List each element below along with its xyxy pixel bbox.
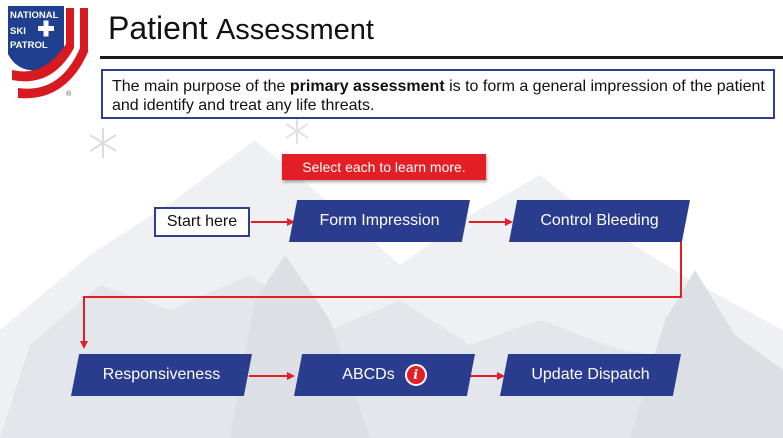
instruction-text: Select each to learn more. — [302, 159, 466, 175]
control-bleeding-button[interactable]: Control Bleeding — [509, 200, 690, 242]
info-icon[interactable]: i — [404, 364, 427, 386]
step-shape — [289, 200, 470, 242]
title-part1: Patient — [108, 10, 208, 46]
abcds-label: ABCDs — [342, 366, 395, 383]
responsiveness-button[interactable]: Responsiveness — [71, 354, 252, 396]
snowflake-icon — [89, 128, 117, 158]
purpose-statement: The main purpose of the primary assessme… — [101, 69, 775, 119]
snowflake-icon — [285, 118, 309, 144]
start-here-label: Start here — [166, 213, 238, 230]
responsiveness-label: Responsiveness — [102, 366, 221, 383]
start-here-box: Start here — [154, 207, 250, 237]
step-shape — [509, 200, 690, 242]
purpose-text-bold: primary assessment — [289, 78, 445, 95]
form-impression-label: Form Impression — [319, 212, 440, 229]
step-shape — [71, 354, 252, 396]
registered-mark: ® — [66, 90, 72, 98]
logo-text-line2: SKI — [10, 26, 26, 37]
instruction-banner: Select each to learn more. — [282, 154, 486, 180]
update-dispatch-button[interactable]: Update Dispatch — [500, 354, 681, 396]
step-shape — [500, 354, 681, 396]
step-shape — [294, 354, 475, 396]
purpose-text-before: The main purpose of the — [112, 78, 290, 95]
control-bleeding-label: Control Bleeding — [540, 212, 659, 229]
abcds-button[interactable]: ABCDs i — [294, 354, 475, 396]
title-divider — [100, 56, 783, 59]
logo-text-line3: PATROL — [10, 40, 48, 51]
purpose-text-after: is to form a general impression of the p… — [112, 78, 765, 114]
page-title: Patient Assessment — [108, 10, 374, 47]
form-impression-button[interactable]: Form Impression — [289, 200, 470, 242]
update-dispatch-label: Update Dispatch — [531, 366, 650, 383]
logo-text-line1: NATIONAL — [10, 10, 59, 21]
title-part2: Assessment — [215, 14, 374, 46]
ski-patrol-cross-logo: NATIONAL SKI PATROL ® — [8, 6, 88, 99]
